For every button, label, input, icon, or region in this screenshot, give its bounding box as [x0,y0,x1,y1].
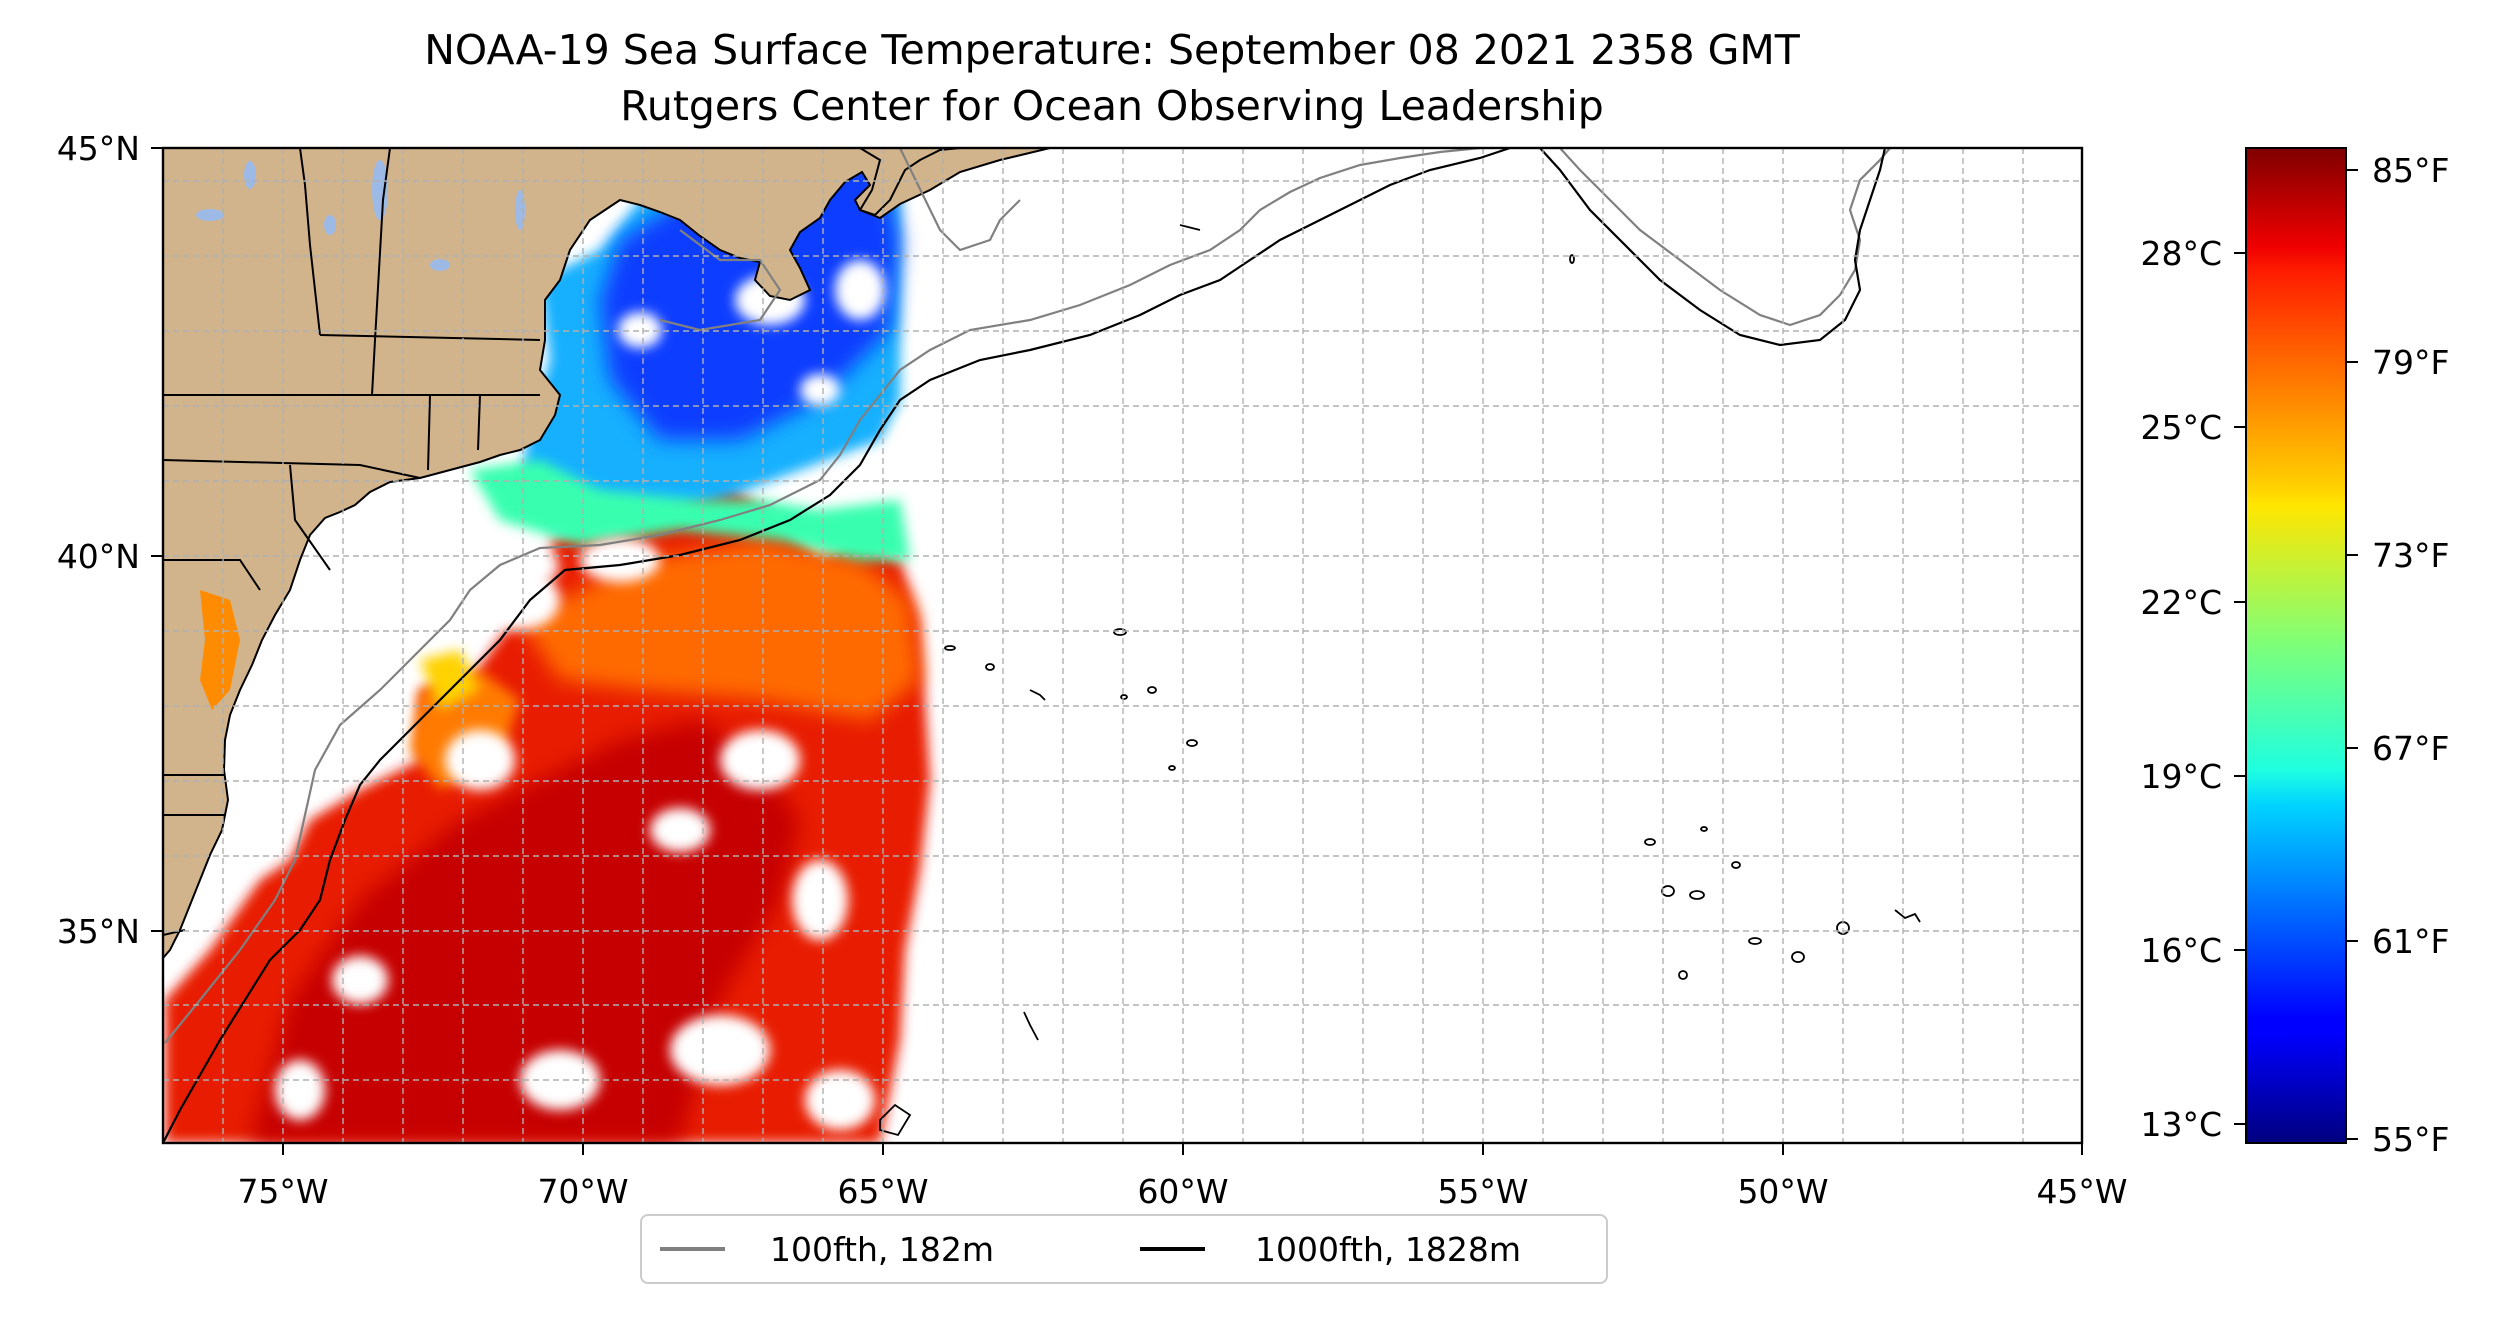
y-tick-label: 45°N [57,129,140,168]
state-boundaries [163,148,541,936]
map-panel [163,148,2082,1143]
celsius-tick-label: 16°C [2140,931,2222,970]
y-tick-label: 35°N [57,912,140,951]
us-northeast-land [163,148,1051,960]
fahrenheit-tick-label: 61°F [2372,922,2449,961]
celsius-ticks [2234,252,2246,1125]
x-tick-labels: 75°W 70°W 65°W 60°W 55°W 50°W 45°W [237,1172,2127,1211]
axis-ticks [151,147,2083,1155]
celsius-tick-label: 13°C [2140,1105,2222,1144]
cloud-gaps [275,260,885,1130]
x-tick-label: 45°W [2036,1172,2127,1211]
map-frame [161,146,2084,1145]
fahrenheit-tick-label: 67°F [2372,729,2449,768]
x-tick-label: 70°W [537,1172,628,1211]
sst-yellow-patch [420,650,480,710]
x-tick-label: 50°W [1737,1172,1828,1211]
land-masses [163,148,1051,960]
colorbar: 28°C 25°C 22°C 19°C 16°C 13°C 85°F 79°F … [2140,147,2449,1159]
canadian-coastline [858,148,961,217]
x-tick-label: 55°W [1437,1172,1528,1211]
lakes [196,160,525,271]
x-tick-label: 75°W [237,1172,328,1211]
celsius-tick-label: 19°C [2140,757,2222,796]
sst-green-edge [470,460,910,560]
fahrenheit-ticks [2346,169,2358,1140]
x-tick-label: 60°W [1137,1172,1228,1211]
gridlines [163,148,2082,1143]
celsius-tick-label: 22°C [2140,583,2222,622]
fahrenheit-tick-label: 85°F [2372,151,2449,190]
y-tick-label: 40°N [57,537,140,576]
colorbar-gradient [2245,147,2347,1144]
isobath-1000fth [163,148,1887,1143]
celsius-tick-label: 25°C [2140,408,2222,447]
fahrenheit-tick-label: 73°F [2372,536,2449,575]
legend-label-1000fth: 1000fth, 1828m [1255,1230,1521,1269]
legend: 100fth, 182m 1000fth, 1828m [640,1214,1608,1284]
x-tick-label: 65°W [837,1172,928,1211]
fahrenheit-tick-label: 55°F [2372,1120,2449,1159]
fahrenheit-tick-label: 79°F [2372,343,2449,382]
delmarva-bay [200,590,240,710]
sst-orange-band [520,540,920,720]
title-line-1: NOAA-19 Sea Surface Temperature: Septemb… [424,26,1800,74]
seamounts [879,224,1921,1137]
celsius-tick-label: 28°C [2140,234,2222,273]
title-line-2: Rutgers Center for Ocean Observing Leade… [620,82,1604,130]
legend-label-100fth: 100fth, 182m [770,1230,994,1269]
y-tick-labels: 35°N 40°N 45°N [57,129,140,951]
isobath-100fth [164,148,1891,1044]
